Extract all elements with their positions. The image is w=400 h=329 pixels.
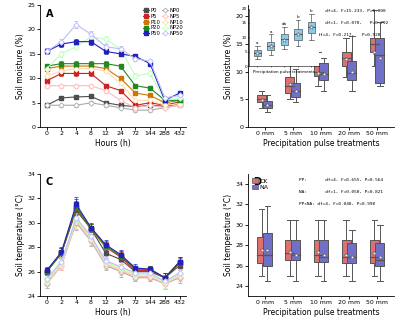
Text: NA:       df=1, F=0.050, P=0.821: NA: df=1, F=0.050, P=0.821 (299, 190, 383, 194)
Bar (319, 240, 328, 263)
Legend: CK, NA: CK, NA (251, 177, 270, 191)
Text: C: C (46, 177, 53, 188)
Text: A: A (46, 9, 53, 19)
X-axis label: Precipitation pulse treatments: Precipitation pulse treatments (262, 139, 379, 148)
Bar (257, 237, 266, 264)
Bar (370, 38, 379, 52)
Bar (314, 63, 322, 76)
Y-axis label: Soil moisture (%): Soil moisture (%) (224, 33, 233, 99)
Text: PP:       df=4, F=15.233, P=0.000: PP: df=4, F=15.233, P=0.000 (299, 9, 386, 13)
Text: B: B (254, 9, 261, 19)
Text: NA:       df=1, F=0.070,   P=0.792: NA: df=1, F=0.070, P=0.792 (299, 21, 388, 25)
Bar (286, 77, 294, 93)
Bar (286, 240, 294, 261)
Y-axis label: Soil temperature (°C): Soil temperature (°C) (224, 194, 233, 276)
Bar (263, 233, 272, 266)
Bar (314, 240, 322, 263)
Bar (342, 240, 351, 264)
Text: D: D (254, 177, 262, 188)
Bar (291, 83, 300, 97)
Y-axis label: Soil temperature (°C): Soil temperature (°C) (16, 194, 25, 276)
Bar (291, 240, 300, 261)
X-axis label: Hours (h): Hours (h) (95, 308, 131, 317)
Bar (342, 52, 351, 66)
Bar (376, 243, 384, 266)
Bar (257, 95, 266, 102)
Y-axis label: Soil moisture (%): Soil moisture (%) (16, 33, 25, 99)
X-axis label: Hours (h): Hours (h) (95, 139, 131, 148)
Text: PP:       df=4, F=0.655, P=0.564: PP: df=4, F=0.655, P=0.564 (299, 177, 383, 181)
Legend: P0, P5, P10, P20, P50, NP0, NP5, NP10, NP20, NP50: P0, P5, P10, P20, P50, NP0, NP5, NP10, N… (143, 8, 184, 37)
X-axis label: Precipitation pulse treatments: Precipitation pulse treatments (262, 308, 379, 317)
Text: PP×NA: df=4, F=0.217,   P=0.928: PP×NA: df=4, F=0.217, P=0.928 (299, 33, 380, 37)
Bar (376, 38, 384, 83)
Bar (347, 243, 356, 264)
Bar (370, 240, 379, 264)
Bar (319, 63, 328, 80)
Text: PP×NA: df=4, F=0.048, P=0.998: PP×NA: df=4, F=0.048, P=0.998 (299, 202, 375, 206)
Bar (347, 61, 356, 80)
Bar (263, 101, 272, 108)
